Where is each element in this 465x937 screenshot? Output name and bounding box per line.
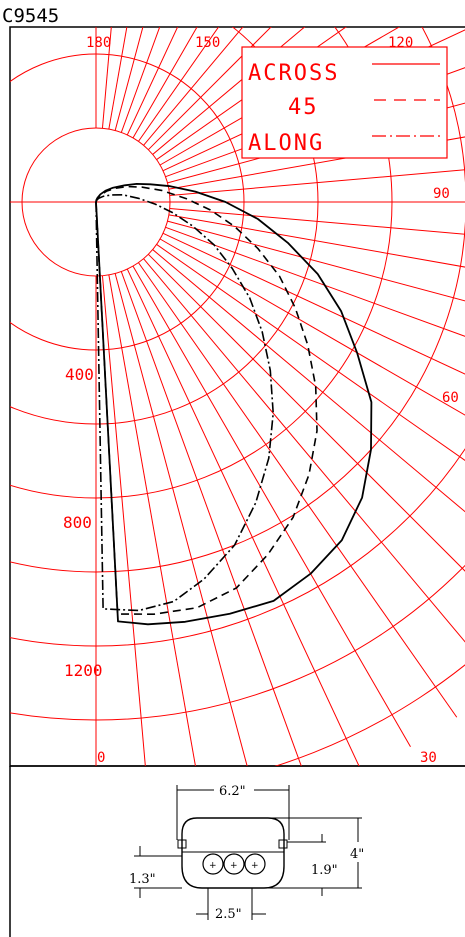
grid-ray-170 bbox=[108, 27, 128, 130]
legend-box bbox=[241, 46, 448, 159]
fixture-housing bbox=[181, 817, 285, 889]
grid-ray-160 bbox=[120, 27, 161, 133]
dim-width-text: 6.2" bbox=[219, 784, 246, 799]
radial-label-400: 400 bbox=[65, 365, 94, 384]
dim-right-text: 1.9" bbox=[311, 863, 338, 878]
bracket-right bbox=[278, 839, 288, 849]
angle-label-180: 180 bbox=[86, 35, 111, 51]
grid-ray-140 bbox=[143, 27, 244, 146]
grid-ray-125 bbox=[156, 27, 347, 160]
lamp-3-mark: + bbox=[251, 861, 259, 871]
grid-ray-15 bbox=[114, 273, 248, 766]
grid-ray-65 bbox=[162, 232, 465, 375]
curve-across bbox=[95, 183, 373, 626]
grid-ray-135 bbox=[147, 27, 272, 151]
bracket-left bbox=[177, 839, 187, 849]
angle-label-60: 60 bbox=[442, 390, 459, 406]
curve-45 bbox=[95, 185, 318, 615]
lamp-2-mark: + bbox=[230, 861, 238, 871]
legend-label-across: ACROSS bbox=[248, 61, 339, 86]
legend-label-along: ALONG bbox=[248, 131, 324, 156]
grid-ray-20 bbox=[120, 271, 302, 766]
grid-ray-155 bbox=[126, 27, 179, 136]
angle-label-30: 30 bbox=[420, 750, 437, 766]
grid-ray-75 bbox=[167, 220, 465, 302]
legend: ACROSS 45 ALONG bbox=[241, 46, 448, 159]
dim-height-text: 4" bbox=[350, 847, 364, 862]
grid-ray-165 bbox=[114, 27, 144, 131]
dim-bottom-text: 2.5" bbox=[215, 907, 242, 922]
diagram-title: C9545 bbox=[2, 5, 59, 27]
angle-labels: 180 150 120 90 60 30 0 bbox=[86, 35, 459, 766]
grid-ray-120 bbox=[159, 27, 401, 166]
lamp-1 bbox=[202, 853, 224, 875]
lamp-1-mark: + bbox=[209, 861, 217, 871]
grid-ray-30 bbox=[132, 265, 411, 747]
grid-ray-40 bbox=[143, 258, 465, 643]
lamp-3 bbox=[244, 853, 266, 875]
grid-ray-175 bbox=[101, 27, 112, 129]
radial-label-1200: 1200 bbox=[64, 661, 103, 680]
grid-ray-80 bbox=[168, 214, 465, 268]
grid-ray-50 bbox=[152, 249, 465, 513]
grid-ray-35 bbox=[138, 262, 458, 718]
grid-ray-150 bbox=[132, 27, 198, 139]
grid-ray-130 bbox=[152, 27, 306, 155]
grid-ray-60 bbox=[159, 238, 465, 416]
angle-label-150: 150 bbox=[195, 35, 220, 51]
curve-along bbox=[95, 194, 274, 612]
lamp-2 bbox=[223, 853, 245, 875]
radial-labels: 400 800 1200 bbox=[63, 365, 103, 680]
grid-ray-25 bbox=[126, 268, 360, 766]
grid-ray-10 bbox=[108, 274, 196, 766]
radial-label-800: 800 bbox=[63, 513, 92, 532]
grid-ray-5 bbox=[101, 275, 146, 766]
legend-label-45: 45 bbox=[288, 95, 319, 120]
grid-ray-70 bbox=[165, 226, 465, 337]
fixture-drawing: 6.2" 4" + + + 1.3" 1.9" 2.5" bbox=[129, 784, 364, 922]
dim-left-text: 1.3" bbox=[129, 872, 156, 887]
grid-ray-45 bbox=[147, 253, 465, 572]
grid-ray-55 bbox=[156, 244, 465, 461]
angle-label-0: 0 bbox=[97, 750, 105, 766]
grid-ray-95 bbox=[169, 169, 465, 197]
intensity-curves bbox=[95, 183, 373, 626]
angle-label-90: 90 bbox=[433, 186, 450, 202]
grid-ray-145 bbox=[138, 27, 220, 142]
grid-ray-85 bbox=[169, 207, 465, 235]
